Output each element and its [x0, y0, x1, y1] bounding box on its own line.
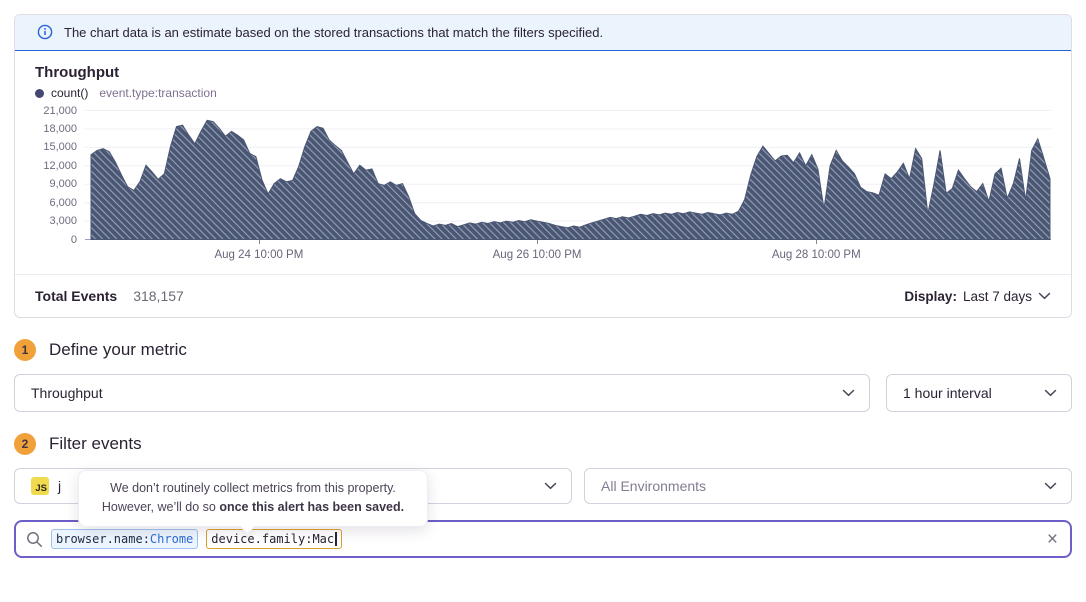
search-token-browser-name[interactable]: browser.name:Chrome	[51, 529, 199, 549]
project-select-value: j	[58, 478, 62, 494]
y-axis-tick-label: 12,000	[43, 159, 77, 172]
chevron-down-icon	[544, 482, 557, 490]
total-events-value: 318,157	[133, 288, 184, 304]
legend-query-label: event.type:transaction	[99, 86, 217, 100]
legend-dot-icon	[35, 88, 44, 98]
y-axis-tick-label: 18,000	[43, 122, 77, 135]
step2-title: Filter events	[49, 434, 142, 453]
clear-search-icon[interactable]: ×	[1046, 528, 1058, 550]
x-axis-tick	[258, 240, 260, 244]
tooltip-line2: However, we’ll do so	[101, 499, 220, 514]
y-axis-tick-label: 21,000	[43, 104, 77, 117]
display-range-value: Last 7 days	[962, 288, 1032, 304]
metric-row: Throughput 1 hour interval	[14, 374, 1072, 412]
chevron-down-icon	[1044, 482, 1057, 490]
y-axis-tick-label: 3,000	[49, 215, 77, 228]
step1-title: Define your metric	[49, 340, 187, 359]
display-label: Display:	[904, 288, 957, 304]
chart-x-axis: Aug 24 10:00 PM Aug 26 10:00 PM Aug 28 10:…	[85, 240, 1051, 270]
info-banner-text: The chart data is an estimate based on t…	[64, 24, 604, 40]
javascript-platform-icon: JS	[31, 477, 49, 495]
chart-legend: count() event.type:transaction	[29, 86, 1051, 100]
environment-select[interactable]: All Environments	[584, 468, 1072, 504]
y-axis-tick-label: 6,000	[49, 196, 77, 209]
metric-select[interactable]: Throughput	[14, 374, 870, 412]
chevron-down-icon	[1038, 292, 1051, 300]
metric-collection-tooltip: We don’t routinely collect metrics from …	[78, 470, 428, 534]
interval-select-value: 1 hour interval	[903, 385, 992, 401]
chevron-down-icon	[842, 389, 855, 397]
metric-select-value: Throughput	[31, 385, 103, 401]
chart-y-axis: 0 3,000 6,000 9,000 12,000 15,000 18,000 21,000	[29, 105, 85, 246]
x-axis-tick-label: Aug 24 10:00 PM	[214, 249, 304, 261]
x-axis-tick	[537, 240, 539, 244]
chart-panel: The chart data is an estimate based on t…	[14, 14, 1072, 318]
token-value: Chrome	[149, 532, 194, 546]
token-key: device.family:	[211, 532, 313, 546]
chart-plot	[85, 109, 1051, 240]
info-icon	[37, 24, 53, 40]
alert-builder-page: The chart data is an estimate based on t…	[14, 14, 1072, 558]
token-key: browser.name:	[56, 532, 150, 546]
text-cursor	[335, 532, 337, 546]
interval-select[interactable]: 1 hour interval	[886, 374, 1072, 412]
tooltip-line1: We don’t routinely collect metrics from …	[110, 481, 396, 495]
total-events-label: Total Events	[35, 288, 118, 304]
filter-area: JS j All Environments We don’t routinely…	[14, 468, 1072, 558]
display-range-dropdown[interactable]: Display: Last 7 days	[904, 289, 1051, 304]
search-token-device-family[interactable]: device.family: Mac	[206, 529, 342, 549]
y-axis-tick-label: 0	[70, 233, 77, 246]
chart-title: Throughput	[35, 64, 120, 81]
legend-series-label: count()	[51, 86, 89, 100]
x-axis-tick	[816, 240, 818, 244]
x-axis-tick-label: Aug 26 10:00 PM	[492, 249, 582, 261]
step1-badge: 1	[14, 339, 36, 361]
x-axis-tick-label: Aug 28 10:00 PM	[771, 249, 861, 261]
environment-select-value: All Environments	[601, 478, 707, 494]
info-banner: The chart data is an estimate based on t…	[15, 15, 1071, 51]
chevron-down-icon	[1044, 389, 1057, 397]
y-axis-tick-label: 9,000	[49, 178, 77, 191]
token-value: Mac	[312, 532, 335, 546]
throughput-chart: 0 3,000 6,000 9,000 12,000 15,000 18,000 21,000…	[29, 105, 1051, 270]
step2-heading: 2 Filter events	[14, 433, 1072, 455]
step2-badge: 2	[14, 433, 36, 455]
tooltip-line2-bold: once this alert has been saved.	[219, 499, 405, 514]
chart-section: Throughput count() event.type:transactio…	[15, 51, 1071, 274]
y-axis-tick-label: 15,000	[43, 141, 77, 154]
search-icon	[27, 531, 42, 547]
step1-heading: 1 Define your metric	[14, 339, 1072, 361]
chart-panel-footer: Total Events 318,157 Display: Last 7 day…	[15, 274, 1071, 317]
